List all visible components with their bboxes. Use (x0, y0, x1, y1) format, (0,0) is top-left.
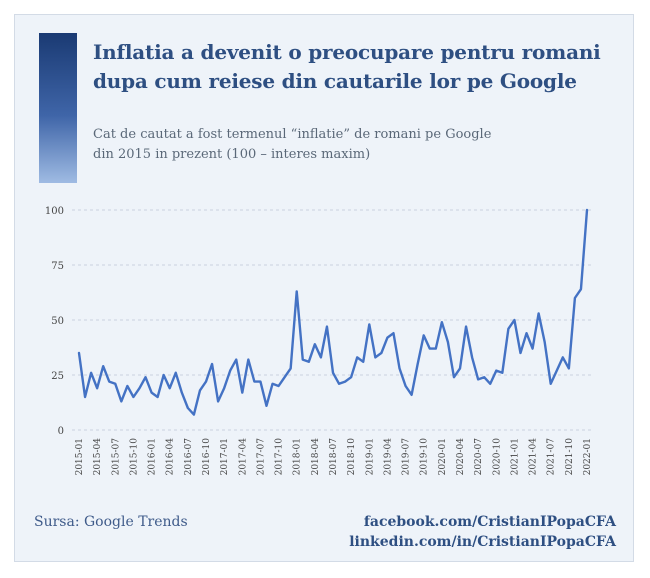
x-tick-label: 2020-10 (492, 438, 502, 476)
x-tick-label: 2020-07 (474, 438, 484, 476)
x-tick-label: 2017-10 (275, 438, 285, 476)
x-tick-label: 2021-07 (547, 438, 557, 476)
x-tick-label: 2018-04 (311, 438, 321, 476)
y-tick-label: 0 (58, 426, 64, 437)
linkedin-link[interactable]: linkedin.com/in/CristianIPopaCFA (349, 534, 616, 550)
x-tick-label: 2015-07 (111, 438, 121, 476)
series-line (77, 208, 589, 416)
x-tick-label: 2017-01 (220, 438, 230, 475)
chart-card (14, 14, 634, 562)
x-tick-label: 2019-07 (402, 438, 412, 476)
chart-subtitle: Cat de cautat a fost termenul “inflatie”… (93, 125, 593, 165)
social-links: facebook.com/CristianIPopaCFA linkedin.c… (349, 512, 616, 552)
x-tick-label: 2018-07 (329, 438, 339, 476)
x-tick-label: 2015-10 (129, 438, 139, 476)
y-tick-label: 25 (51, 371, 64, 382)
x-tick-label: 2021-04 (529, 438, 539, 476)
chart-title: Inflatia a devenit o preocupare pentru r… (93, 38, 623, 96)
y-tick-label: 100 (45, 206, 64, 217)
x-tick-label: 2018-10 (347, 438, 357, 476)
facebook-link[interactable]: facebook.com/CristianIPopaCFA (363, 514, 616, 530)
x-tick-label: 2015-04 (93, 438, 103, 476)
x-tick-label: 2016-01 (148, 438, 158, 475)
x-tick-label: 2019-01 (365, 438, 375, 475)
x-tick-label: 2021-10 (565, 438, 575, 476)
x-tick-label: 2017-07 (256, 438, 266, 476)
x-tick-label: 2016-04 (166, 438, 176, 476)
source-note: Sursa: Google Trends (34, 514, 188, 530)
x-tick-label: 2018-01 (293, 438, 303, 475)
title-accent-bar (39, 33, 77, 183)
x-tick-label: 2016-07 (184, 438, 194, 476)
chart-subtitle-line2: din 2015 in prezent (100 – interes maxim… (93, 147, 371, 162)
x-tick-label: 2015-01 (75, 438, 85, 475)
chart-title-line1: Inflatia a devenit o preocupare pentru r… (93, 40, 601, 64)
y-tick-label: 75 (51, 261, 64, 272)
x-tick-label: 2022-01 (583, 438, 593, 475)
chart-subtitle-line1: Cat de cautat a fost termenul “inflatie”… (93, 127, 492, 142)
y-tick-label: 50 (51, 316, 64, 327)
x-tick-label: 2019-10 (420, 438, 430, 476)
x-tick-label: 2020-04 (456, 438, 466, 476)
x-tick-label: 2021-01 (510, 438, 520, 475)
chart-title-line2: dupa cum reiese din cautarile lor pe Goo… (93, 69, 577, 93)
x-tick-label: 2019-04 (383, 438, 393, 476)
x-tick-label: 2016-10 (202, 438, 212, 476)
x-tick-label: 2020-01 (438, 438, 448, 475)
x-tick-label: 2017-04 (238, 438, 248, 476)
